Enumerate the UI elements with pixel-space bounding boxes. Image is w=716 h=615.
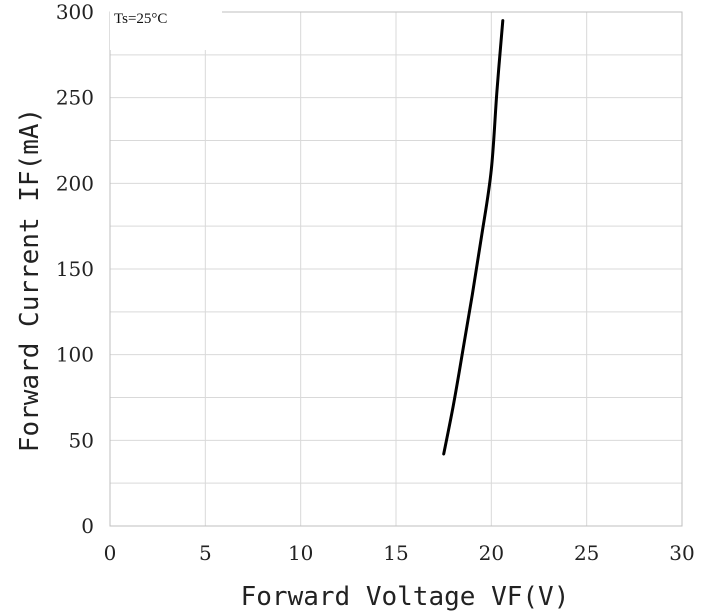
annotation-text: Ts=25°C [114,11,167,27]
y-tick-label-4: 200 [56,171,94,195]
x-axis-label: Forward Voltage VF(V) [241,582,570,612]
x-tick-label-3: 15 [383,541,408,565]
y-tick-label-2: 100 [56,343,94,367]
y-axis-label: Forward Current IF(mA) [15,108,45,452]
x-tick-label-0: 0 [104,541,117,565]
plot-frame [109,11,683,527]
y-tick-label-5: 250 [56,86,94,110]
x-tick-label-4: 20 [479,541,504,565]
x-tick-label-2: 10 [288,541,313,565]
grid-lines [109,11,683,527]
x-tick-label-5: 25 [574,541,599,565]
x-tick-label-1: 5 [199,541,212,565]
x-tick-labels: 0 5 10 15 20 25 30 [104,541,695,565]
y-tick-label-0: 0 [81,514,94,538]
annotation-box [110,10,222,50]
series-group [442,19,505,456]
y-tick-label-6: 300 [56,0,94,24]
y-tick-labels: 0 50 100 150 200 250 300 [56,0,94,538]
series-line-0 [442,19,505,456]
x-tick-label-6: 30 [669,541,694,565]
y-tick-label-3: 150 [56,257,94,281]
y-tick-label-1: 50 [69,428,94,452]
